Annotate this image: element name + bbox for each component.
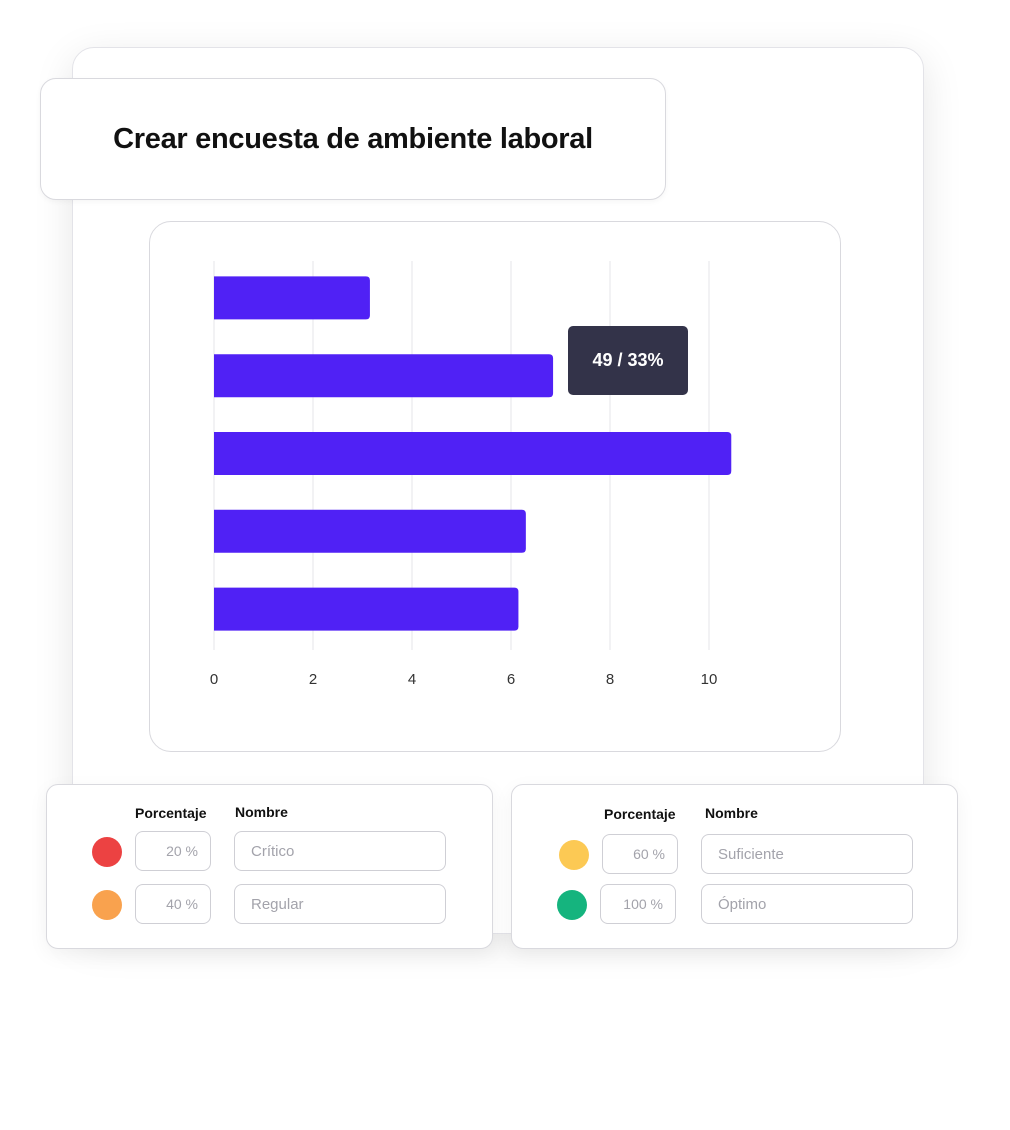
legend-card-left: Porcentaje Nombre 20 % Crítico 40 % Regu…: [46, 784, 493, 949]
page-title: Crear encuesta de ambiente laboral: [113, 122, 593, 155]
bar[interactable]: [214, 354, 554, 398]
x-tick-label: 10: [701, 671, 718, 688]
name-header: Nombre: [235, 804, 288, 820]
bar[interactable]: [214, 509, 526, 553]
percentage-header: Porcentaje: [604, 806, 676, 822]
x-tick-label: 4: [408, 671, 416, 688]
level-name-input[interactable]: Crítico: [234, 831, 446, 871]
bar[interactable]: [214, 587, 519, 631]
title-card: Crear encuesta de ambiente laboral: [40, 78, 666, 200]
level-name-input[interactable]: Óptimo: [701, 884, 913, 924]
level-color-dot[interactable]: [92, 837, 122, 867]
level-color-dot[interactable]: [557, 890, 587, 920]
x-tick-label: 2: [309, 671, 317, 688]
bar[interactable]: [214, 276, 370, 320]
level-color-dot[interactable]: [92, 890, 122, 920]
x-tick-label: 0: [210, 671, 218, 688]
percentage-input[interactable]: 60 %: [602, 834, 678, 874]
percentage-input[interactable]: 40 %: [135, 884, 211, 924]
chart-tooltip: 49 / 33%: [568, 326, 688, 395]
bar[interactable]: [214, 432, 732, 475]
x-tick-label: 6: [507, 671, 515, 688]
level-color-dot[interactable]: [559, 840, 589, 870]
level-name-input[interactable]: Suficiente: [701, 834, 913, 874]
x-tick-label: 8: [606, 671, 614, 688]
percentage-input[interactable]: 20 %: [135, 831, 211, 871]
legend-card-right: Porcentaje Nombre 60 % Suficiente 100 % …: [511, 784, 958, 949]
percentage-input[interactable]: 100 %: [600, 884, 676, 924]
chart-card: 0 2 4 6 8 10 49 / 33%: [149, 221, 841, 752]
bar-chart: 0 2 4 6 8 10: [210, 261, 732, 688]
level-name-input[interactable]: Regular: [234, 884, 446, 924]
name-header: Nombre: [705, 805, 758, 821]
percentage-header: Porcentaje: [135, 805, 207, 821]
